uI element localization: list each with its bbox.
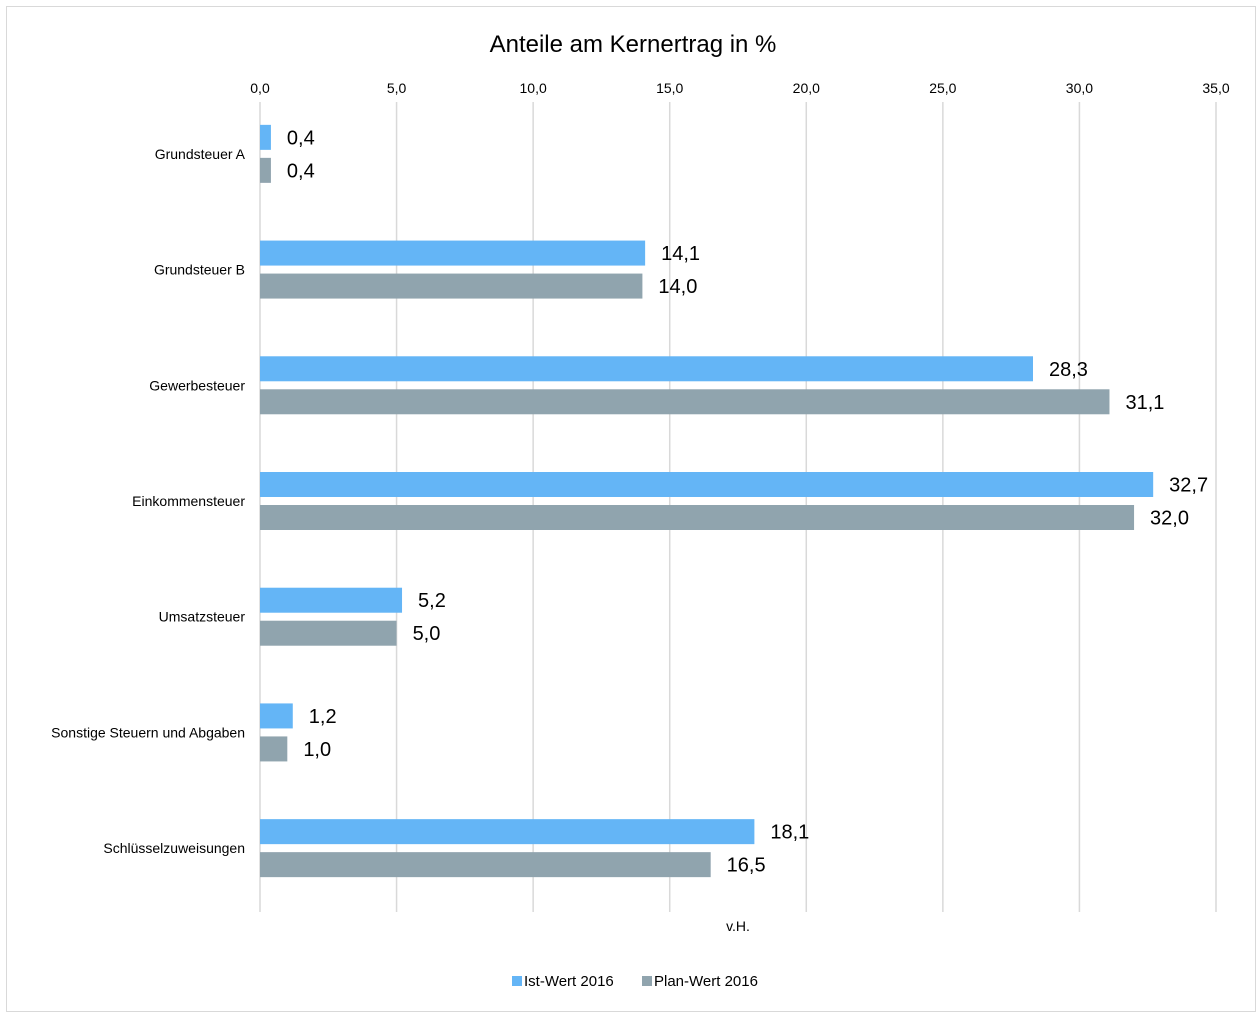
bar-ist [260, 819, 755, 845]
data-label: 14,0 [658, 276, 697, 298]
bar-ist [260, 356, 1033, 382]
data-label: 28,3 [1049, 359, 1088, 381]
legend-swatch [642, 976, 652, 986]
data-label: 5,0 [413, 623, 441, 645]
data-label: 0,4 [287, 160, 315, 182]
legend-label: Plan-Wert 2016 [654, 973, 758, 990]
x-tick-label: 20,0 [793, 80, 820, 96]
x-tick-label: 10,0 [520, 80, 547, 96]
x-tick-label: 5,0 [387, 80, 407, 96]
x-tick-label: 35,0 [1202, 80, 1229, 96]
category-label: Schlüsselzuweisungen [103, 840, 245, 856]
bar-plan [260, 505, 1135, 530]
bar-ist [260, 703, 293, 729]
category-labels: Grundsteuer A Grundsteuer B Gewerbesteuer E… [51, 146, 245, 856]
data-label: 5,2 [418, 590, 446, 612]
data-label: 32,7 [1169, 475, 1208, 497]
data-label: 0,4 [287, 127, 315, 149]
bar-ist [260, 124, 271, 150]
bar-plan [260, 852, 711, 878]
legend-label: Ist-Wert 2016 [524, 973, 614, 990]
data-label: 1,0 [303, 739, 331, 761]
data-label: 18,1 [770, 822, 809, 844]
bar-plan [260, 157, 271, 183]
data-label: 16,5 [727, 855, 766, 877]
bar-plan [260, 736, 288, 762]
data-label: 32,0 [1150, 508, 1189, 530]
category-label: Umsatzsteuer [159, 609, 246, 625]
bar-plan [260, 389, 1110, 415]
category-label: Einkommensteuer [132, 493, 245, 509]
data-label: 14,1 [661, 243, 700, 265]
bar-ist [260, 587, 403, 613]
category-label: Grundsteuer A [155, 146, 246, 162]
chart-title: Anteile am Kernertrag in % [490, 31, 777, 58]
value-labels: 0,4 0,4 14,1 14,0 28,3 31,1 32,7 32,0 5,2 5,0 1,2 1… [287, 127, 1208, 876]
x-tick-label: 0,0 [250, 80, 270, 96]
x-tick-label: 25,0 [929, 80, 956, 96]
bars [260, 124, 1154, 878]
x-axis-ticks: 0,0 5,0 10,0 15,0 20,0 25,0 30,0 35,0 [250, 80, 1230, 96]
x-axis-label: v.H. [726, 918, 750, 934]
bar-plan [260, 620, 397, 646]
x-tick-label: 15,0 [656, 80, 683, 96]
bar-ist [260, 240, 646, 266]
x-tick-label: 30,0 [1066, 80, 1093, 96]
category-label: Grundsteuer B [154, 262, 245, 278]
bar-ist [260, 472, 1154, 497]
data-label: 1,2 [309, 706, 337, 728]
legend: Ist-Wert 2016 Plan-Wert 2016 [512, 973, 758, 990]
category-label: Gewerbesteuer [149, 377, 245, 393]
legend-swatch [512, 976, 522, 986]
category-label: Sonstige Steuern und Abgaben [51, 724, 245, 740]
bar-plan [260, 273, 643, 299]
data-label: 31,1 [1125, 392, 1164, 414]
